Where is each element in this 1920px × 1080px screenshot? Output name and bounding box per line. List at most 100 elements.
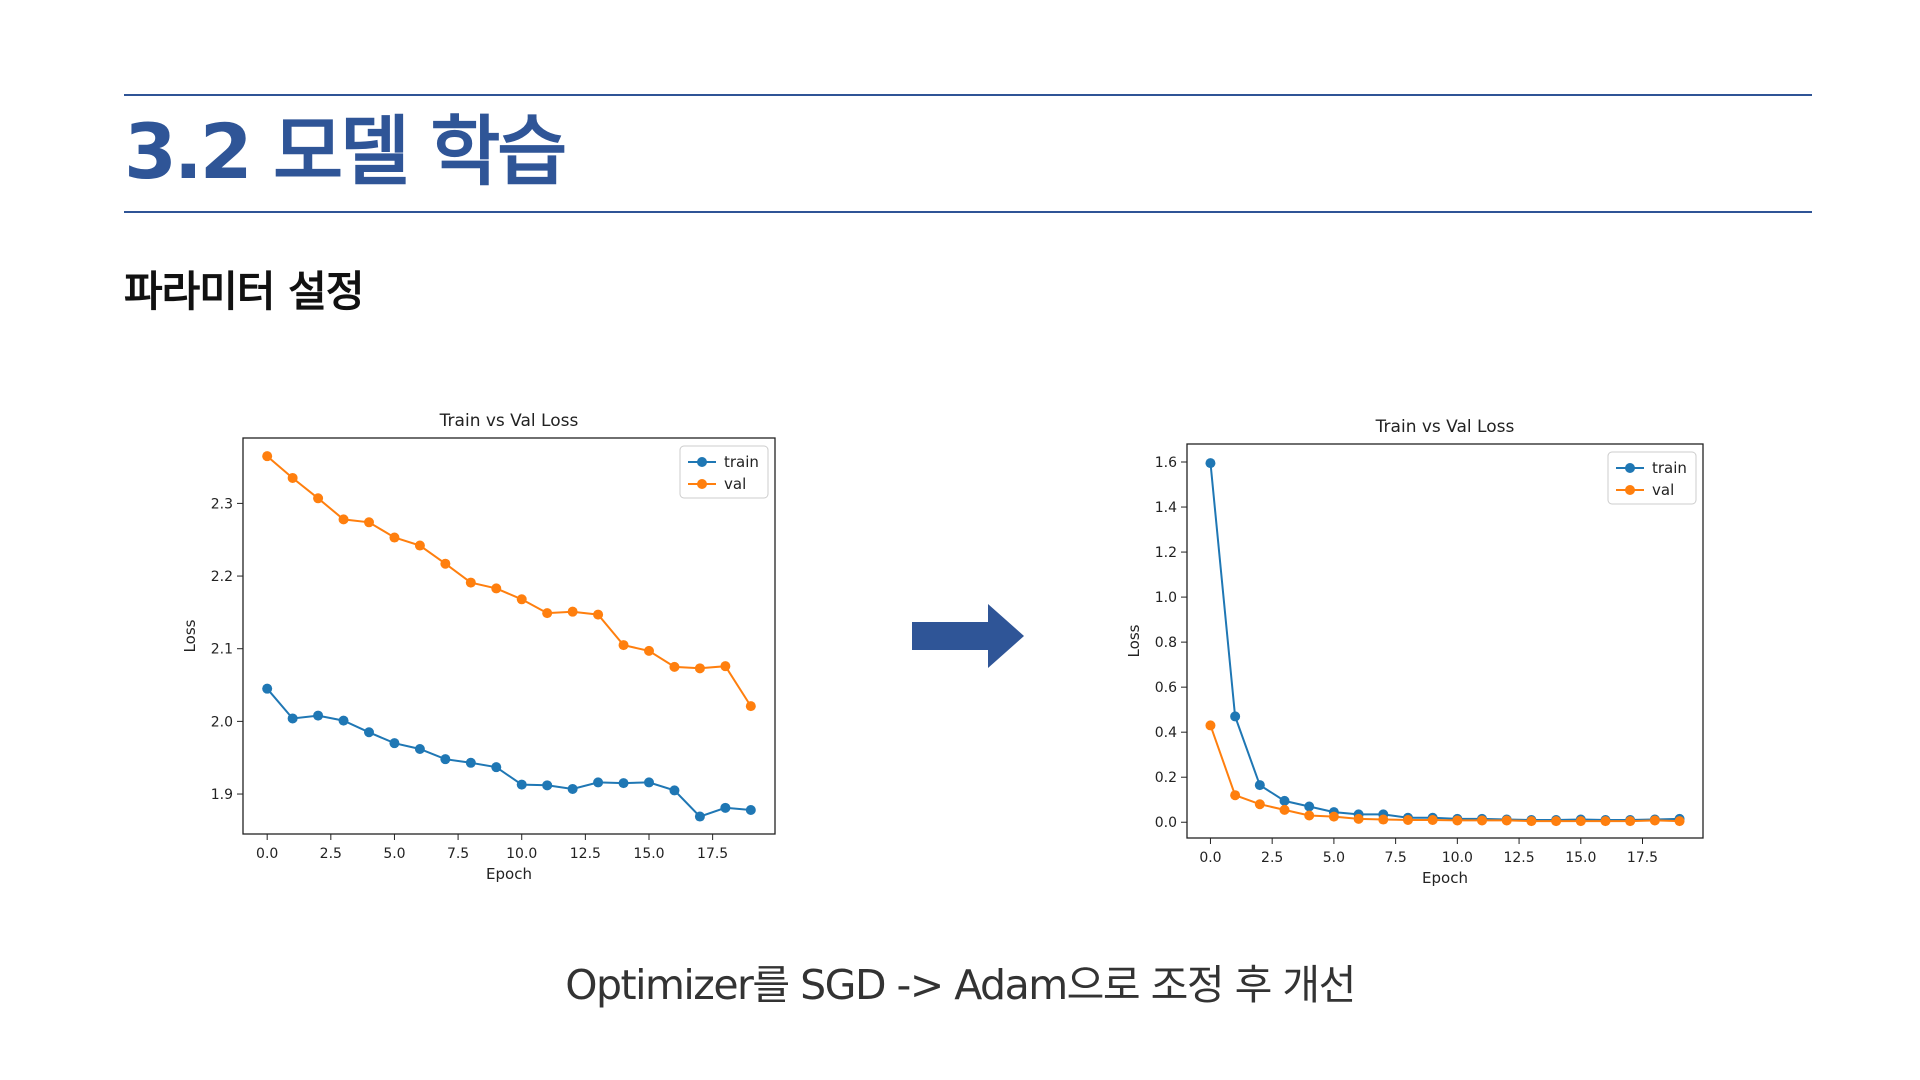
chart1-series-train-line [1209,463,1680,821]
loss-chart-adam-svg: Train vs Val Loss 0.0 2.5 5.0 7.5 10.0 12.5 15.… [1125,417,1704,887]
chart1-series-val-point [1526,816,1537,827]
chart0-legend-marker-val [697,479,707,489]
right-arrow-icon [912,604,1024,672]
section-subtitle: 파라미터 설정 [124,267,364,316]
chart1-x-tick-label: 12.5 [1503,850,1534,866]
chart1-y-tick-label: 1.4 [1155,500,1177,516]
chart1-title: Train vs Val Loss [1375,417,1515,437]
chart1-series-val-point [1427,814,1438,825]
chart0-series-train-point [440,754,451,765]
chart0-plot-frame [242,437,776,835]
chart0-series-val-point [440,558,451,569]
chart1-series-train-point [1254,780,1265,791]
chart1-series-val-point [1353,813,1364,824]
chart1-legend-marker-val [1625,485,1635,495]
chart0-series-train-point [669,785,680,796]
chart0-series-train-point [745,805,756,816]
chart0-series-train-point [567,783,578,794]
chart1-series-val-point [1501,815,1512,826]
chart0-series-train-point [694,811,705,822]
chart0-x-tick-label: 15.0 [633,846,664,862]
chart1-series-val-point [1452,815,1463,826]
chart0-series-val-point [465,577,476,588]
chart1-series-train-point [1304,801,1315,812]
chart0-series-val-point [644,645,654,656]
chart1-x-tick-label: 7.5 [1384,850,1406,866]
chart0-series-train-point [389,738,400,749]
chart1-x-tick-label: 15.0 [1565,850,1596,866]
chart0-series-val-point [593,609,604,620]
chart0-series-train-point [516,779,527,790]
chart0-x-tick-label: 7.5 [447,846,469,862]
chart1-series-val-point [1378,814,1389,825]
chart0-series-val-point [669,661,680,672]
chart0-series-train-point [542,780,553,791]
chart1-plot-frame [1186,443,1704,839]
chart0-legend-label-train: train [724,453,759,471]
chart0-series-val-point [516,594,527,605]
chart1-x-tick-label: 5.0 [1323,850,1345,866]
chart0-x-tick-label: 10.0 [506,846,537,862]
chart0-x-tick-label: 12.5 [570,846,601,862]
chart1-y-tick-label: 0.0 [1155,815,1177,831]
chart0-series-val-point [364,517,374,528]
chart0-x-axis-label: Epoch [486,865,532,883]
chart0-title: Train vs Val Loss [439,411,579,431]
chart0-series-train-point [644,777,654,788]
chart1-series-val-point [1649,815,1660,826]
chart0-series-train-point [338,715,349,726]
chart0-series-val-point [389,532,400,543]
title-rule-bottom [124,211,1812,213]
chart1-series-val-point [1230,790,1241,801]
chart0-series-train-point [364,727,374,738]
chart0-series-val-point [287,472,298,483]
chart1-legend-label-train: train [1652,459,1687,477]
chart1-x-axis-label: Epoch [1422,869,1468,887]
chart1-series-val-point [1279,804,1290,815]
chart1-x-tick-label: 2.5 [1261,850,1283,866]
chart1-y-tick-label: 0.8 [1155,635,1177,651]
chart0-y-tick-label: 2.3 [211,496,233,512]
chart0-series-train-point [720,802,731,813]
chart1-y-tick-label: 0.2 [1155,770,1177,786]
chart1-y-axis-label: Loss [1125,624,1143,657]
chart1-series-train-point [1205,458,1216,469]
chart1-series-val-point [1625,816,1636,827]
chart1-series-val-point [1205,720,1216,731]
chart1-x-tick-label: 0.0 [1199,850,1221,866]
chart1-series-val-point [1477,815,1488,826]
chart1-series-val-point [1551,816,1562,827]
chart1-series-val-point [1304,810,1315,821]
slide-title: 3.2 모델 학습 [124,107,567,196]
chart0-series-val-point [567,606,578,617]
chart0-x-tick-label: 5.0 [383,846,405,862]
chart0-legend-label-val: val [724,475,746,493]
chart0-legend-marker-train [697,457,707,467]
chart0-y-tick-label: 2.1 [211,642,233,658]
chart0-series-val-point [745,701,756,712]
chart1-series-val-point [1402,814,1413,825]
chart0-x-tick-label: 0.0 [256,846,278,862]
chart0-y-axis-label: Loss [181,619,199,652]
chart0-series-train-point [618,778,629,789]
chart1-series-val-point [1575,816,1586,827]
chart0-series-train-point [593,777,604,788]
chart1-y-tick-label: 1.6 [1155,455,1177,471]
chart1-series-train-point [1279,795,1290,806]
chart0-series-val-point [618,640,629,651]
chart1-series-val-point [1254,799,1265,810]
chart0-series-train-point [262,683,273,694]
chart0-series-val-point [414,540,425,551]
chart1-x-tick-label: 17.5 [1627,850,1658,866]
chart1-series-val-point [1600,816,1611,827]
chart0-x-tick-label: 17.5 [697,846,728,862]
chart0-y-tick-label: 1.9 [211,787,233,803]
chart0-series-val-point [694,663,705,674]
chart0-series-train-point [313,710,324,721]
chart0-y-tick-label: 2.2 [211,569,233,585]
loss-chart-sgd: Train vs Val Loss 0.0 2.5 5.0 7.5 10.0 12.5 15.… [181,402,785,896]
chart1-y-tick-label: 1.2 [1155,545,1177,561]
chart1-legend-label-val: val [1652,481,1674,499]
chart1-x-tick-label: 10.0 [1442,850,1473,866]
chart0-series-train-point [414,743,425,754]
